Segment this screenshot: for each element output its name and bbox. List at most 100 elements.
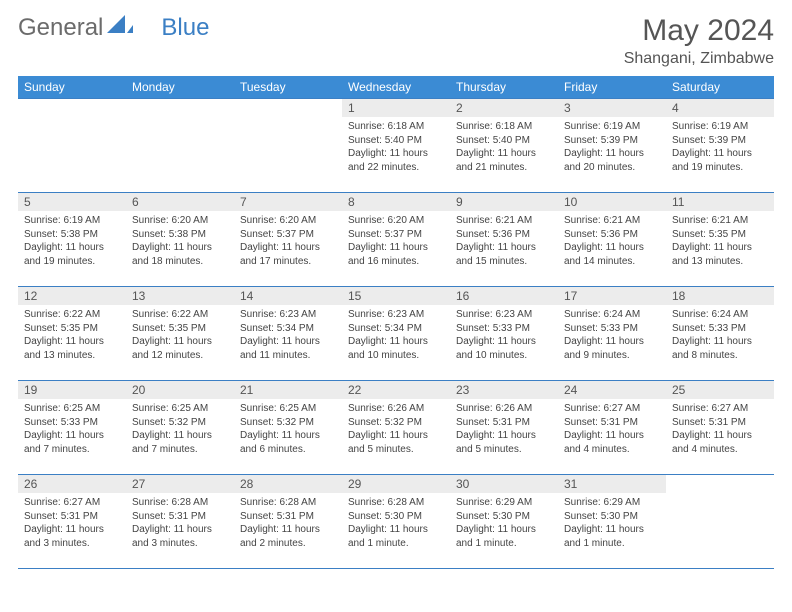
calendar-day-cell: 28Sunrise: 6:28 AMSunset: 5:31 PMDayligh…: [234, 475, 342, 569]
day-details: Sunrise: 6:23 AMSunset: 5:33 PMDaylight:…: [450, 305, 558, 366]
calendar-day-cell: 23Sunrise: 6:26 AMSunset: 5:31 PMDayligh…: [450, 381, 558, 475]
day-details: Sunrise: 6:24 AMSunset: 5:33 PMDaylight:…: [666, 305, 774, 366]
day-details: Sunrise: 6:23 AMSunset: 5:34 PMDaylight:…: [342, 305, 450, 366]
logo-text-blue: Blue: [161, 14, 209, 42]
day-details: Sunrise: 6:27 AMSunset: 5:31 PMDaylight:…: [18, 493, 126, 554]
calendar-empty-cell: [126, 99, 234, 193]
calendar-week-row: 26Sunrise: 6:27 AMSunset: 5:31 PMDayligh…: [18, 475, 774, 569]
day-number: 16: [450, 287, 558, 305]
day-number: 29: [342, 475, 450, 493]
day-number: 1: [342, 99, 450, 117]
calendar-day-cell: 3Sunrise: 6:19 AMSunset: 5:39 PMDaylight…: [558, 99, 666, 193]
day-number: 7: [234, 193, 342, 211]
calendar-day-cell: 18Sunrise: 6:24 AMSunset: 5:33 PMDayligh…: [666, 287, 774, 381]
day-number: 5: [18, 193, 126, 211]
weekday-header: Saturday: [666, 76, 774, 99]
day-details: Sunrise: 6:22 AMSunset: 5:35 PMDaylight:…: [18, 305, 126, 366]
calendar-empty-cell: [18, 99, 126, 193]
day-number: 13: [126, 287, 234, 305]
day-details: Sunrise: 6:20 AMSunset: 5:37 PMDaylight:…: [342, 211, 450, 272]
calendar-day-cell: 16Sunrise: 6:23 AMSunset: 5:33 PMDayligh…: [450, 287, 558, 381]
day-number: 20: [126, 381, 234, 399]
weekday-header: Tuesday: [234, 76, 342, 99]
logo-sail-icon: [107, 14, 133, 42]
weekday-header: Thursday: [450, 76, 558, 99]
calendar-day-cell: 26Sunrise: 6:27 AMSunset: 5:31 PMDayligh…: [18, 475, 126, 569]
day-details: Sunrise: 6:27 AMSunset: 5:31 PMDaylight:…: [666, 399, 774, 460]
calendar-day-cell: 20Sunrise: 6:25 AMSunset: 5:32 PMDayligh…: [126, 381, 234, 475]
day-details: Sunrise: 6:26 AMSunset: 5:32 PMDaylight:…: [342, 399, 450, 460]
day-details: Sunrise: 6:22 AMSunset: 5:35 PMDaylight:…: [126, 305, 234, 366]
day-details: Sunrise: 6:20 AMSunset: 5:38 PMDaylight:…: [126, 211, 234, 272]
day-number: 4: [666, 99, 774, 117]
day-details: Sunrise: 6:24 AMSunset: 5:33 PMDaylight:…: [558, 305, 666, 366]
day-number: 3: [558, 99, 666, 117]
calendar-day-cell: 29Sunrise: 6:28 AMSunset: 5:30 PMDayligh…: [342, 475, 450, 569]
day-details: Sunrise: 6:25 AMSunset: 5:32 PMDaylight:…: [126, 399, 234, 460]
calendar-day-cell: 22Sunrise: 6:26 AMSunset: 5:32 PMDayligh…: [342, 381, 450, 475]
day-number: 27: [126, 475, 234, 493]
day-number: 23: [450, 381, 558, 399]
day-details: Sunrise: 6:25 AMSunset: 5:32 PMDaylight:…: [234, 399, 342, 460]
day-details: Sunrise: 6:29 AMSunset: 5:30 PMDaylight:…: [558, 493, 666, 554]
weekday-header-row: SundayMondayTuesdayWednesdayThursdayFrid…: [18, 76, 774, 99]
logo-text-general: General: [18, 14, 103, 42]
day-number: 17: [558, 287, 666, 305]
title-block: May 2024 Shangani, Zimbabwe: [624, 14, 774, 68]
calendar-day-cell: 6Sunrise: 6:20 AMSunset: 5:38 PMDaylight…: [126, 193, 234, 287]
calendar-table: SundayMondayTuesdayWednesdayThursdayFrid…: [18, 76, 774, 569]
calendar-day-cell: 8Sunrise: 6:20 AMSunset: 5:37 PMDaylight…: [342, 193, 450, 287]
calendar-week-row: 12Sunrise: 6:22 AMSunset: 5:35 PMDayligh…: [18, 287, 774, 381]
calendar-day-cell: 19Sunrise: 6:25 AMSunset: 5:33 PMDayligh…: [18, 381, 126, 475]
calendar-day-cell: 24Sunrise: 6:27 AMSunset: 5:31 PMDayligh…: [558, 381, 666, 475]
day-details: Sunrise: 6:23 AMSunset: 5:34 PMDaylight:…: [234, 305, 342, 366]
day-details: Sunrise: 6:27 AMSunset: 5:31 PMDaylight:…: [558, 399, 666, 460]
calendar-day-cell: 4Sunrise: 6:19 AMSunset: 5:39 PMDaylight…: [666, 99, 774, 193]
day-details: Sunrise: 6:28 AMSunset: 5:30 PMDaylight:…: [342, 493, 450, 554]
day-details: Sunrise: 6:28 AMSunset: 5:31 PMDaylight:…: [234, 493, 342, 554]
day-details: Sunrise: 6:21 AMSunset: 5:36 PMDaylight:…: [558, 211, 666, 272]
day-number: 12: [18, 287, 126, 305]
location: Shangani, Zimbabwe: [624, 50, 774, 68]
calendar-day-cell: 12Sunrise: 6:22 AMSunset: 5:35 PMDayligh…: [18, 287, 126, 381]
calendar-day-cell: 5Sunrise: 6:19 AMSunset: 5:38 PMDaylight…: [18, 193, 126, 287]
calendar-week-row: 1Sunrise: 6:18 AMSunset: 5:40 PMDaylight…: [18, 99, 774, 193]
day-details: Sunrise: 6:28 AMSunset: 5:31 PMDaylight:…: [126, 493, 234, 554]
month-title: May 2024: [624, 14, 774, 48]
calendar-day-cell: 13Sunrise: 6:22 AMSunset: 5:35 PMDayligh…: [126, 287, 234, 381]
calendar-day-cell: 30Sunrise: 6:29 AMSunset: 5:30 PMDayligh…: [450, 475, 558, 569]
calendar-day-cell: 15Sunrise: 6:23 AMSunset: 5:34 PMDayligh…: [342, 287, 450, 381]
day-details: Sunrise: 6:29 AMSunset: 5:30 PMDaylight:…: [450, 493, 558, 554]
day-details: Sunrise: 6:25 AMSunset: 5:33 PMDaylight:…: [18, 399, 126, 460]
weekday-header: Friday: [558, 76, 666, 99]
day-number: 18: [666, 287, 774, 305]
day-details: Sunrise: 6:19 AMSunset: 5:39 PMDaylight:…: [666, 117, 774, 178]
calendar-empty-cell: [666, 475, 774, 569]
day-number: 19: [18, 381, 126, 399]
calendar-day-cell: 17Sunrise: 6:24 AMSunset: 5:33 PMDayligh…: [558, 287, 666, 381]
day-number: 11: [666, 193, 774, 211]
calendar-day-cell: 27Sunrise: 6:28 AMSunset: 5:31 PMDayligh…: [126, 475, 234, 569]
day-details: Sunrise: 6:19 AMSunset: 5:38 PMDaylight:…: [18, 211, 126, 272]
day-number: 6: [126, 193, 234, 211]
day-details: Sunrise: 6:18 AMSunset: 5:40 PMDaylight:…: [450, 117, 558, 178]
day-details: Sunrise: 6:26 AMSunset: 5:31 PMDaylight:…: [450, 399, 558, 460]
day-number: 30: [450, 475, 558, 493]
day-number: 24: [558, 381, 666, 399]
day-details: Sunrise: 6:18 AMSunset: 5:40 PMDaylight:…: [342, 117, 450, 178]
day-details: Sunrise: 6:21 AMSunset: 5:35 PMDaylight:…: [666, 211, 774, 272]
day-number: 15: [342, 287, 450, 305]
calendar-day-cell: 21Sunrise: 6:25 AMSunset: 5:32 PMDayligh…: [234, 381, 342, 475]
calendar-day-cell: 14Sunrise: 6:23 AMSunset: 5:34 PMDayligh…: [234, 287, 342, 381]
calendar-day-cell: 2Sunrise: 6:18 AMSunset: 5:40 PMDaylight…: [450, 99, 558, 193]
calendar-empty-cell: [234, 99, 342, 193]
day-number: 14: [234, 287, 342, 305]
calendar-day-cell: 25Sunrise: 6:27 AMSunset: 5:31 PMDayligh…: [666, 381, 774, 475]
weekday-header: Wednesday: [342, 76, 450, 99]
calendar-day-cell: 9Sunrise: 6:21 AMSunset: 5:36 PMDaylight…: [450, 193, 558, 287]
day-details: Sunrise: 6:19 AMSunset: 5:39 PMDaylight:…: [558, 117, 666, 178]
calendar-day-cell: 7Sunrise: 6:20 AMSunset: 5:37 PMDaylight…: [234, 193, 342, 287]
weekday-header: Monday: [126, 76, 234, 99]
day-number: 8: [342, 193, 450, 211]
calendar-day-cell: 31Sunrise: 6:29 AMSunset: 5:30 PMDayligh…: [558, 475, 666, 569]
